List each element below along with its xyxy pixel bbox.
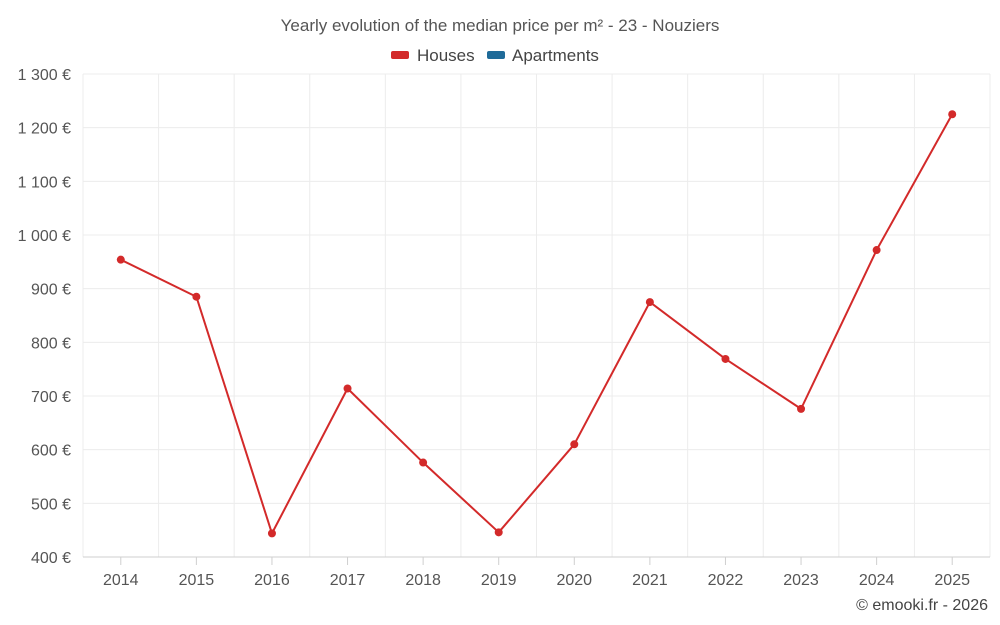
data-point-houses[interactable] bbox=[721, 354, 730, 363]
x-tick-label: 2021 bbox=[632, 572, 668, 589]
data-point-houses[interactable] bbox=[797, 404, 806, 413]
x-tick-label: 2024 bbox=[859, 572, 895, 589]
x-tick-label: 2014 bbox=[103, 572, 139, 589]
y-tick-label: 1 000 € bbox=[18, 228, 71, 245]
y-tick-label: 1 100 € bbox=[18, 174, 71, 191]
x-tick-label: 2019 bbox=[481, 572, 517, 589]
legend-label-apartments: Apartments bbox=[512, 46, 599, 65]
gridlines bbox=[82, 73, 991, 557]
chart-title: Yearly evolution of the median price per… bbox=[281, 16, 720, 35]
x-tick-label: 2025 bbox=[934, 572, 970, 589]
x-tick-label: 2017 bbox=[330, 572, 366, 589]
y-tick-label: 500 € bbox=[31, 496, 71, 513]
data-point-houses[interactable] bbox=[267, 529, 276, 538]
data-point-houses[interactable] bbox=[645, 298, 654, 307]
legend-swatch-houses bbox=[391, 51, 409, 59]
legend-item-apartments[interactable]: Apartments bbox=[487, 46, 599, 65]
x-axis: 2014 2015 2016 2017 2018 2019 2020 2021 2022 2023… bbox=[83, 556, 990, 589]
y-tick-label: 800 € bbox=[31, 335, 71, 352]
y-tick-label: 1 300 € bbox=[18, 67, 71, 84]
data-point-houses[interactable] bbox=[494, 528, 503, 537]
credit-text: © emooki.fr - 2026 bbox=[856, 597, 988, 614]
legend-item-houses[interactable]: Houses bbox=[391, 46, 475, 65]
data-point-houses[interactable] bbox=[192, 292, 201, 301]
x-tick-label: 2015 bbox=[179, 572, 215, 589]
y-tick-label: 400 € bbox=[31, 550, 71, 567]
legend-label-houses: Houses bbox=[417, 46, 475, 65]
y-tick-label: 1 200 € bbox=[18, 121, 71, 138]
series-line-houses bbox=[120, 113, 954, 535]
data-point-houses[interactable] bbox=[343, 384, 352, 393]
y-tick-label: 700 € bbox=[31, 389, 71, 406]
x-tick-label: 2020 bbox=[556, 572, 592, 589]
data-point-houses[interactable] bbox=[872, 246, 881, 255]
x-tick-label: 2016 bbox=[254, 572, 290, 589]
y-axis: 400 € 500 € 600 € 700 € 800 € 900 € 1 000 € 1 1… bbox=[18, 67, 71, 567]
y-tick-label: 600 € bbox=[31, 443, 71, 460]
x-tick-label: 2022 bbox=[708, 572, 744, 589]
x-tick-label: 2018 bbox=[405, 572, 441, 589]
legend-swatch-apartments bbox=[487, 51, 505, 59]
x-tick-label: 2023 bbox=[783, 572, 819, 589]
y-tick-label: 900 € bbox=[31, 282, 71, 299]
data-point-houses[interactable] bbox=[116, 255, 125, 264]
legend: Houses Apartments bbox=[391, 46, 599, 65]
data-point-houses[interactable] bbox=[419, 458, 428, 467]
series-houses bbox=[116, 110, 957, 538]
data-point-houses[interactable] bbox=[570, 440, 579, 449]
data-point-houses[interactable] bbox=[948, 110, 957, 119]
